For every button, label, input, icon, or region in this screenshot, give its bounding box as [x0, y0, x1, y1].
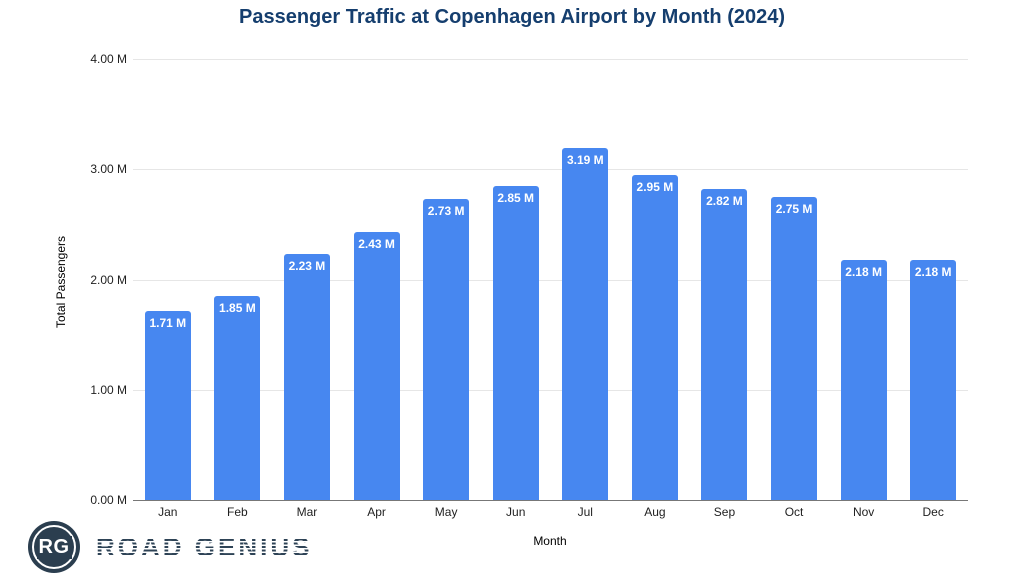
bar-value-label: 2.73 M [427, 204, 465, 219]
bar-value-label: 3.19 M [566, 153, 604, 168]
bar-dec: 2.18 M [910, 259, 957, 500]
gridline [133, 389, 968, 391]
bar-value-label: 2.43 M [358, 237, 395, 252]
x-tick-label-feb: Feb [227, 505, 248, 519]
bar-jan: 1.71 M [144, 311, 191, 500]
bar-aug: 2.95 M [631, 174, 678, 500]
gridline [133, 169, 968, 171]
x-tick-label-jan: Jan [158, 505, 178, 519]
gridline [133, 279, 968, 281]
y-tick-label: 1.00 M [90, 382, 127, 397]
bar-feb: 1.85 M [214, 296, 261, 500]
x-axis-baseline [133, 500, 968, 501]
plot-area: 1.71 M 1.85 M 2.23 M 2.43 M 2.73 M 2.85 M 3.19… [133, 59, 968, 501]
x-tick-label-jul: Jul [577, 505, 593, 519]
x-tick-label-sep: Sep [713, 505, 736, 519]
x-tick-label-oct: Oct [784, 505, 804, 519]
x-tick-label-jun: Jun [506, 505, 526, 519]
bar-value-label: 2.75 M [775, 201, 813, 216]
y-tick-label: 4.00 M [90, 52, 127, 66]
bar-value-label: 2.23 M [288, 259, 326, 274]
x-tick-label-aug: Aug [644, 505, 666, 519]
bar-value-label: 2.95 M [636, 179, 674, 194]
y-tick-label: 0.00 M [90, 493, 127, 507]
x-tick-label-apr: Apr [367, 505, 386, 519]
bar-may: 2.73 M [423, 199, 470, 500]
bar-value-label: 2.82 M [706, 194, 743, 209]
bar-jun: 2.85 M [492, 185, 539, 500]
bar-nov: 2.18 M [840, 259, 887, 500]
x-tick-label-nov: Nov [852, 505, 875, 519]
rg-monogram-icon: RG [28, 521, 80, 573]
x-tick-label-mar: Mar [296, 505, 318, 519]
bar-value-label: 1.71 M [149, 316, 187, 331]
bar-value-label: 2.18 M [845, 264, 882, 279]
rg-monogram-text: RG [36, 535, 72, 559]
bar-oct: 2.75 M [771, 196, 818, 500]
brand-name: ROAD GENIUS [93, 532, 315, 562]
bar-value-label: 1.85 M [219, 301, 256, 316]
y-tick-label: 3.00 M [90, 162, 127, 177]
x-tick-label-dec: Dec [922, 505, 944, 519]
bar-jul: 3.19 M [562, 148, 609, 500]
gridline [133, 59, 968, 60]
bar-value-label: 2.85 M [497, 190, 535, 205]
bar-apr: 2.43 M [353, 232, 400, 500]
bar-mar: 2.23 M [283, 254, 330, 500]
x-tick-label-may: May [434, 505, 458, 519]
bar-sep: 2.82 M [701, 189, 748, 500]
road-genius-logo: RG ROAD GENIUS [28, 521, 315, 573]
x-axis-title: Month [533, 534, 567, 548]
chart-title: Passenger Traffic at Copenhagen Airport … [238, 6, 786, 28]
bar-value-label: 2.18 M [914, 264, 952, 279]
y-tick-label: 2.00 M [90, 272, 127, 287]
